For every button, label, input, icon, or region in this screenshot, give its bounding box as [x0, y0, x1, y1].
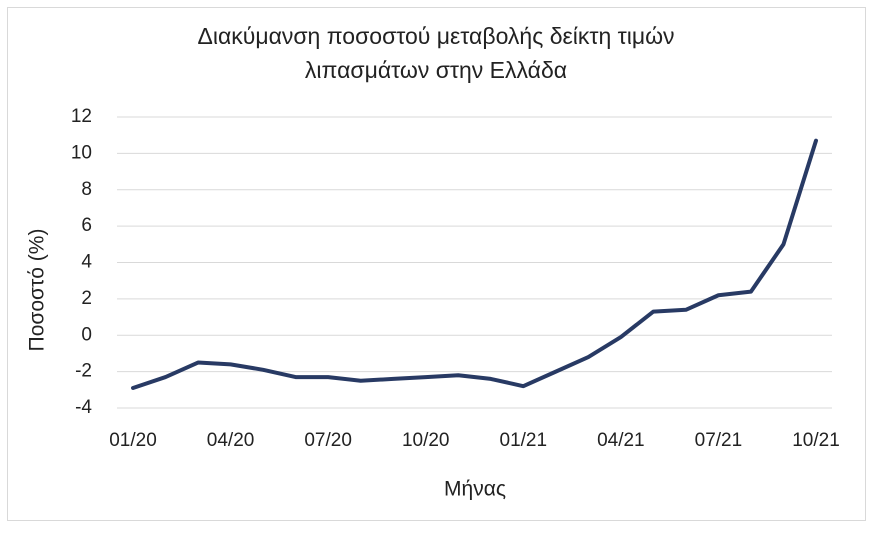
x-tick-label: 04/20 [207, 430, 255, 451]
y-tick-label: -4 [75, 397, 92, 418]
x-tick-label: 07/21 [695, 430, 743, 451]
y-tick-label: -2 [75, 361, 92, 382]
y-axis-title: Ποσοστό (%) [26, 229, 49, 352]
chart-frame [7, 7, 866, 521]
y-tick-label: 6 [81, 215, 92, 236]
chart-title: Διακύμανση ποσοστού μεταβολής δείκτη τιμ… [197, 23, 674, 49]
chart-title: λιπασμάτων στην Ελλάδα [305, 57, 567, 83]
x-tick-label: 04/21 [597, 430, 645, 451]
y-tick-label: 12 [71, 106, 92, 127]
y-tick-label: 4 [81, 252, 92, 273]
y-tick-label: 10 [71, 142, 92, 163]
x-tick-label: 07/20 [304, 430, 352, 451]
data-line [131, 138, 818, 390]
x-tick-label: 10/21 [792, 430, 840, 451]
y-tick-label: 8 [81, 179, 92, 200]
y-tick-label: 0 [81, 324, 92, 345]
x-tick-label: 01/21 [500, 430, 548, 451]
x-tick-label: 01/20 [109, 430, 157, 451]
x-tick-label: 10/20 [402, 430, 450, 451]
x-axis-title: Μήνας [444, 478, 506, 501]
y-tick-label: 2 [81, 288, 92, 309]
